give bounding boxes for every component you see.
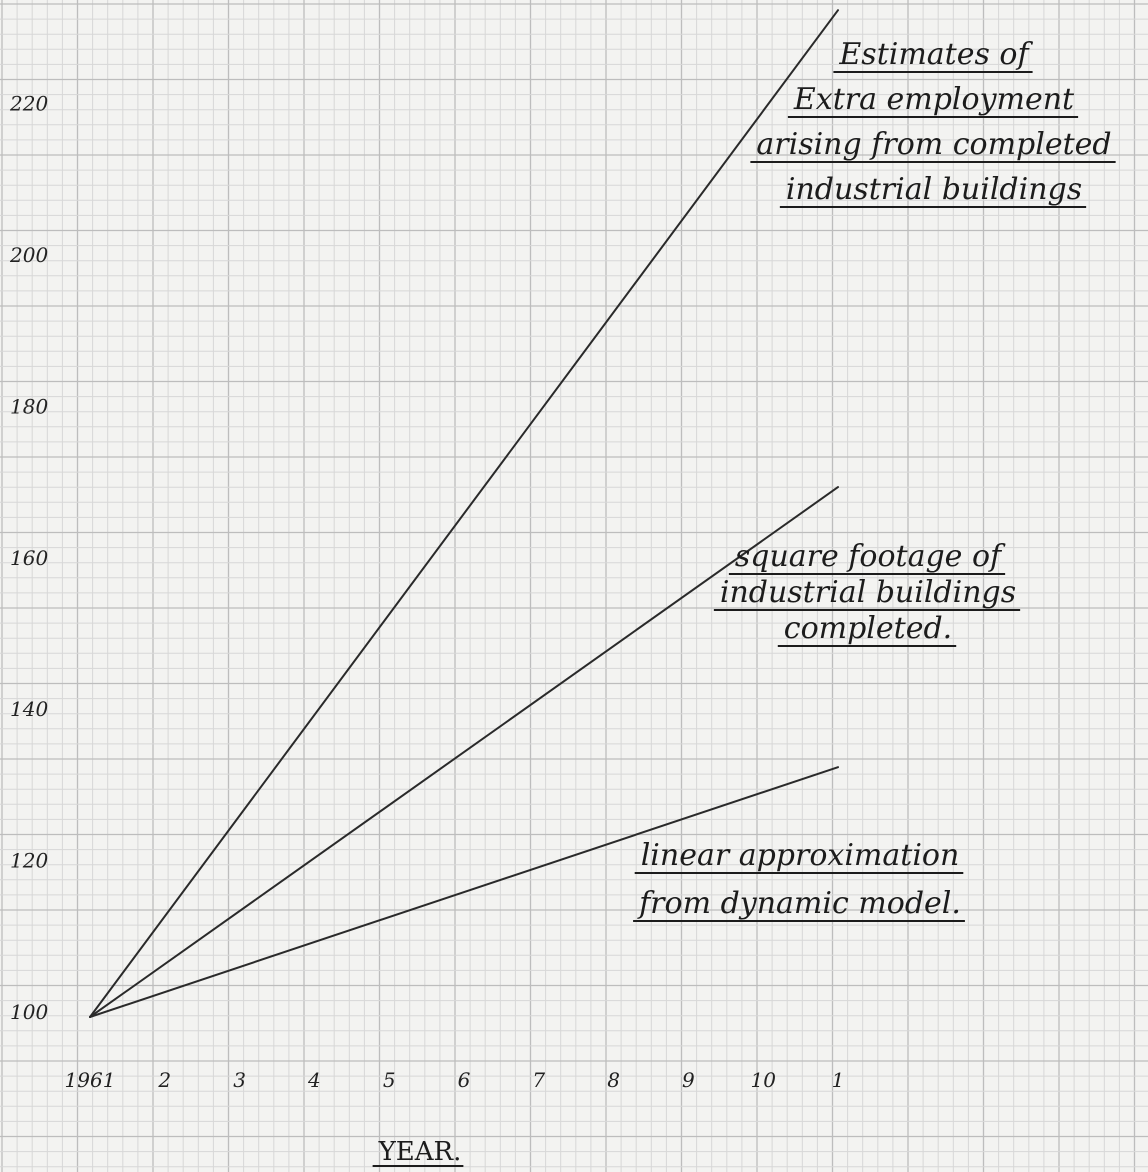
- annotations: Estimates of Extra employment arising from…: [633, 37, 1116, 922]
- annotation-3: linear approximation from dynamic model.: [633, 838, 965, 922]
- x-tick-label: 10: [750, 1068, 776, 1092]
- annotation-line: completed.: [784, 611, 952, 646]
- annotation-line: Extra employment: [793, 82, 1075, 117]
- series-layer: [89, 9, 839, 1018]
- annotation-1: Estimates of Extra employment arising from…: [750, 37, 1116, 208]
- y-tick-label: 200: [9, 243, 48, 267]
- y-axis-ticks: 100 120 140 160 180 200 220: [9, 92, 48, 1024]
- x-tick-label: 9: [682, 1068, 695, 1092]
- x-tick-label: 1961: [65, 1068, 116, 1092]
- x-tick-label: 6: [458, 1068, 471, 1092]
- y-tick-label: 100: [10, 1000, 48, 1024]
- annotation-line: from dynamic model.: [637, 886, 961, 921]
- annotation-line: linear approximation: [641, 838, 960, 873]
- y-tick-label: 160: [10, 546, 48, 570]
- y-tick-label: 180: [10, 394, 48, 418]
- x-axis-label: YEAR.: [378, 1137, 462, 1167]
- series-line-1: [89, 9, 839, 1018]
- annotation-line: industrial buildings: [720, 575, 1016, 610]
- x-axis-label-group: YEAR.: [372, 1137, 464, 1167]
- y-tick-label: 120: [10, 849, 48, 873]
- y-tick-label: 220: [9, 92, 48, 116]
- x-tick-label: 2: [157, 1068, 171, 1092]
- x-tick-label: 5: [383, 1068, 396, 1092]
- x-tick-label: 1: [832, 1068, 845, 1092]
- annotation-line: arising from completed: [756, 127, 1111, 162]
- y-tick-label: 140: [10, 697, 48, 721]
- annotation-line: square footage of: [735, 539, 1006, 574]
- x-axis-ticks: 1961 2 3 4 5 6 7 8 9 10 1: [65, 1068, 845, 1092]
- series-line-2: [89, 486, 839, 1018]
- annotation-line: industrial buildings: [786, 172, 1082, 207]
- x-tick-label: 8: [607, 1068, 620, 1092]
- series-line-3: [89, 766, 839, 1018]
- x-tick-label: 3: [233, 1068, 246, 1092]
- x-tick-label: 7: [532, 1068, 545, 1092]
- annotation-line: Estimates of: [838, 37, 1033, 72]
- x-tick-label: 4: [307, 1068, 321, 1092]
